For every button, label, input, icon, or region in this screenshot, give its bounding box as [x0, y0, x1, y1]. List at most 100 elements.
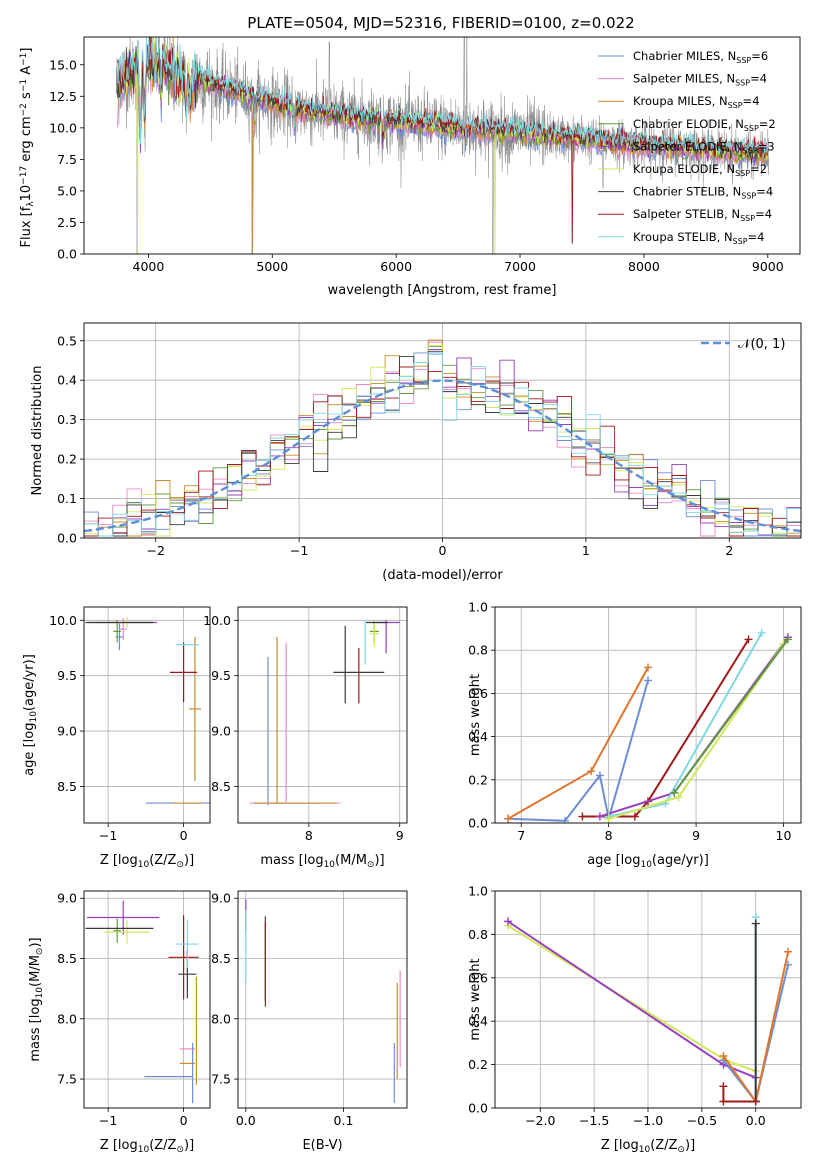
- errorbar-chabrier-elodie: [113, 620, 121, 643]
- series-chabrier-elodie: [670, 635, 792, 797]
- spectrum-model-kroupa-stelib: [117, 37, 769, 155]
- legend-name: Chabrier MILES: [633, 49, 720, 63]
- legend-entry-chabrier-elodie: Chabrier ELODIE, NSSP=2: [633, 117, 776, 133]
- y-label-part: Flux [f: [19, 206, 34, 247]
- panel-residuals: −2 −1 0 1 2 0.0 0.1 0.2 0.3 0.4 0.5 𝒩(0, 1) (data-mo…: [30, 322, 802, 583]
- plot-area-age-vs-mass: [249, 620, 400, 806]
- y-tick-label-0-8: 0.8: [468, 643, 488, 658]
- y-tick-label-0-0: 0.0: [468, 816, 488, 831]
- label-part: )]: [184, 1138, 194, 1153]
- histogram-kroupa-stelib: [84, 351, 801, 538]
- legend-eq: =: [751, 49, 761, 63]
- series-point: [719, 1051, 728, 1060]
- label-part: ⊙: [677, 1145, 685, 1155]
- legend-nssp-prefix: N: [731, 207, 740, 221]
- y-tick-label-0-6: 0.6: [468, 970, 488, 985]
- y-tick-label-8-5: 8.5: [57, 779, 77, 794]
- legend-eq: =: [755, 207, 765, 221]
- label-part: mass [log: [28, 998, 43, 1061]
- axes-frame: [83, 890, 211, 1109]
- grid-mass-vs-EBV: [238, 891, 407, 1108]
- legend-nssp-prefix: N: [728, 49, 737, 63]
- y-tick-label-9-5: 9.5: [211, 668, 231, 683]
- legend-name: Kroupa ELODIE: [633, 162, 719, 176]
- x-axis-label: E(B-V): [302, 1138, 342, 1153]
- series-point: [719, 1082, 728, 1091]
- y-label-part: −1: [19, 53, 29, 66]
- label-part: )]: [184, 853, 194, 868]
- series-line: [507, 667, 649, 820]
- y-tick-label-9-5: 9.5: [57, 668, 77, 683]
- legend-nssp-sub: SSP: [733, 237, 748, 246]
- y-tick-label-15-0: 15.0: [49, 57, 77, 72]
- panel-age-vs-mass: 8 9 8.5 9.0 9.5 10.0 mass [log10(M/M⊙)]: [203, 606, 408, 870]
- label-part: 10: [29, 711, 39, 723]
- y-label-part: −2: [19, 103, 29, 116]
- x-tick-label-7: 7: [517, 828, 525, 843]
- x-tick-label-1: 1: [582, 543, 590, 558]
- legend-entry-salpeter-elodie: Salpeter ELODIE, NSSP=3: [633, 139, 775, 155]
- y-label-part: ]: [19, 48, 34, 53]
- legend-eq: =: [758, 139, 768, 153]
- legend-name: Kroupa MILES: [633, 94, 712, 108]
- y-tick-label-0-5: 0.5: [57, 333, 77, 348]
- series-point: [751, 919, 760, 928]
- series-point: [560, 816, 569, 823]
- errorbar-kroupa-stelib: [176, 919, 199, 969]
- y-axis-label: mass weight: [468, 958, 483, 1040]
- errorbar-salpeter-elodie: [87, 900, 160, 935]
- errorbar-chabrier-elodie: [113, 918, 121, 943]
- label-part: mass [log: [260, 853, 323, 868]
- label-part: (Z/Z: [650, 1138, 677, 1153]
- y-tick-label-0-0: 0.0: [57, 531, 77, 546]
- x-tick-label-1-0: −1.0: [633, 1113, 663, 1128]
- errorbar-salpeter-stelib: [168, 915, 199, 1000]
- x-tick-label-2: 2: [725, 543, 733, 558]
- legend-nssp-value: 4: [765, 207, 772, 221]
- axes-mass-vs-Z: −1 07.58.08.59.0Z [log10(Z/Z⊙)]mass [log1…: [28, 890, 211, 1155]
- legend-sep: ,: [719, 72, 726, 86]
- plot-area-mass-vs-EBV: [245, 899, 401, 1104]
- y-label-part: λ: [26, 201, 36, 207]
- x-axis-label: wavelength [Angstrom, rest frame]: [328, 283, 557, 298]
- x-tick-label-0: 0: [439, 543, 447, 558]
- x-tick-label-8: 8: [605, 828, 613, 843]
- series-orange-group: [504, 663, 652, 823]
- errorbar-kroupa-elodie: [104, 919, 150, 945]
- legend-nssp-value: 6: [761, 49, 768, 63]
- label-part: (Z/Z: [149, 1138, 176, 1153]
- legend-name: Salpeter ELODIE: [633, 139, 727, 153]
- legend-nssp-prefix: N: [733, 185, 742, 199]
- x-tick-label-1: −1: [99, 828, 117, 843]
- x-tick-label-0: 0: [180, 1113, 188, 1128]
- normal-curve: [84, 379, 801, 533]
- legend-sep: ,: [725, 185, 732, 199]
- y-label-part: −1: [19, 79, 29, 92]
- x-axis-label: Z [log10(Z/Z⊙)]: [100, 853, 194, 870]
- legend-nssp-value: 4: [766, 185, 773, 199]
- plot-area-age-vs-Z: [85, 616, 210, 804]
- y-tick-label-8-5: 8.5: [211, 779, 231, 794]
- y-label-part: s: [19, 92, 34, 103]
- x-tick-label-0-5: −0.5: [687, 1113, 717, 1128]
- y-axis-label: Normed distribution: [30, 366, 45, 496]
- y-tick-label-7-5: 7.5: [211, 1072, 231, 1087]
- label-part: age [log: [587, 853, 640, 868]
- y-tick-label-12-5: 12.5: [49, 89, 77, 104]
- y-tick-label-8-5: 8.5: [211, 951, 231, 966]
- figure-title: PLATE=0504, MJD=52316, FIBERID=0100, z=0…: [247, 14, 634, 32]
- series-point: [751, 1097, 760, 1106]
- x-axis-label: mass [log10(M/M⊙)]: [260, 853, 384, 870]
- legend-nssp-sub: SSP: [735, 169, 750, 178]
- legend-nssp-sub: SSP: [736, 56, 751, 65]
- errorbar-kroupa-miles: [188, 636, 201, 781]
- label-part: )]: [685, 1138, 695, 1153]
- x-tick-label-8000: 8000: [628, 259, 660, 274]
- y-tick-label-0-4: 0.4: [57, 373, 77, 388]
- series-point: [604, 814, 613, 823]
- legend-nssp-prefix: N: [734, 139, 743, 153]
